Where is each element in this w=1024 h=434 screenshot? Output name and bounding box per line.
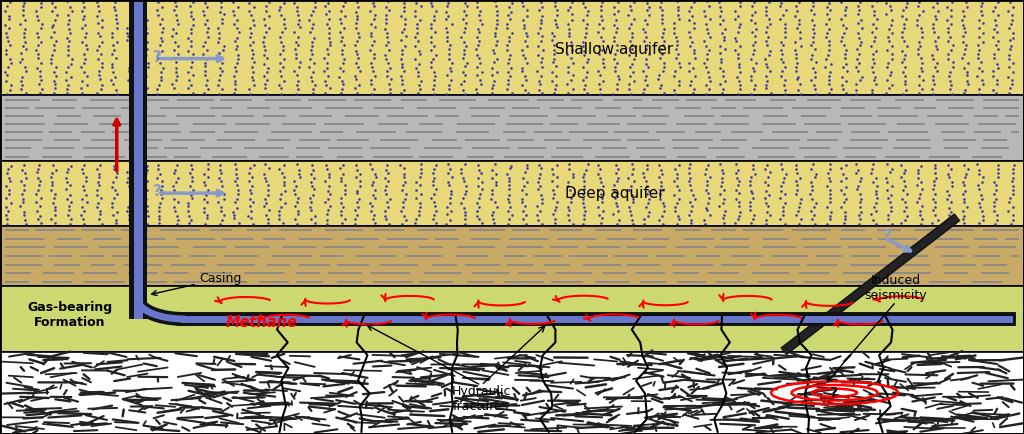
Bar xyxy=(0,0,1024,95)
Bar xyxy=(129,299,147,319)
Text: Deep aquifer: Deep aquifer xyxy=(564,187,665,201)
Bar xyxy=(0,352,1024,434)
Text: Shallow aquifer: Shallow aquifer xyxy=(555,43,674,57)
Text: Hydraulic
fractures: Hydraulic fractures xyxy=(452,385,511,414)
Text: ?: ? xyxy=(883,229,892,244)
Text: Induced
seismicity: Induced seismicity xyxy=(864,273,928,302)
Bar xyxy=(0,95,1024,161)
Text: ?: ? xyxy=(830,386,839,400)
Bar xyxy=(133,0,143,319)
Bar xyxy=(0,286,1024,352)
Text: ?: ? xyxy=(153,184,162,199)
Text: Gas-bearing
Formation: Gas-bearing Formation xyxy=(27,301,113,329)
Bar xyxy=(0,226,1024,286)
Bar xyxy=(0,161,1024,226)
Text: Casing: Casing xyxy=(152,272,242,296)
Text: ?: ? xyxy=(153,50,162,65)
Bar xyxy=(129,0,147,319)
Text: Methane: Methane xyxy=(225,315,297,329)
